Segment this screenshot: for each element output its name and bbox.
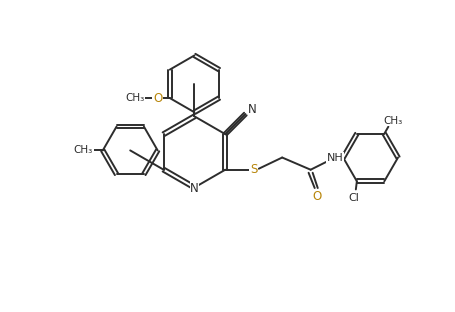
Text: CH₃: CH₃: [126, 93, 145, 103]
Text: NH: NH: [326, 153, 343, 163]
Text: Cl: Cl: [348, 193, 359, 202]
Text: O: O: [311, 190, 321, 202]
Text: O: O: [153, 92, 162, 105]
Text: S: S: [249, 163, 257, 176]
Text: CH₃: CH₃: [74, 145, 93, 155]
Text: N: N: [248, 104, 256, 116]
Text: N: N: [190, 182, 198, 195]
Text: CH₃: CH₃: [383, 115, 402, 125]
